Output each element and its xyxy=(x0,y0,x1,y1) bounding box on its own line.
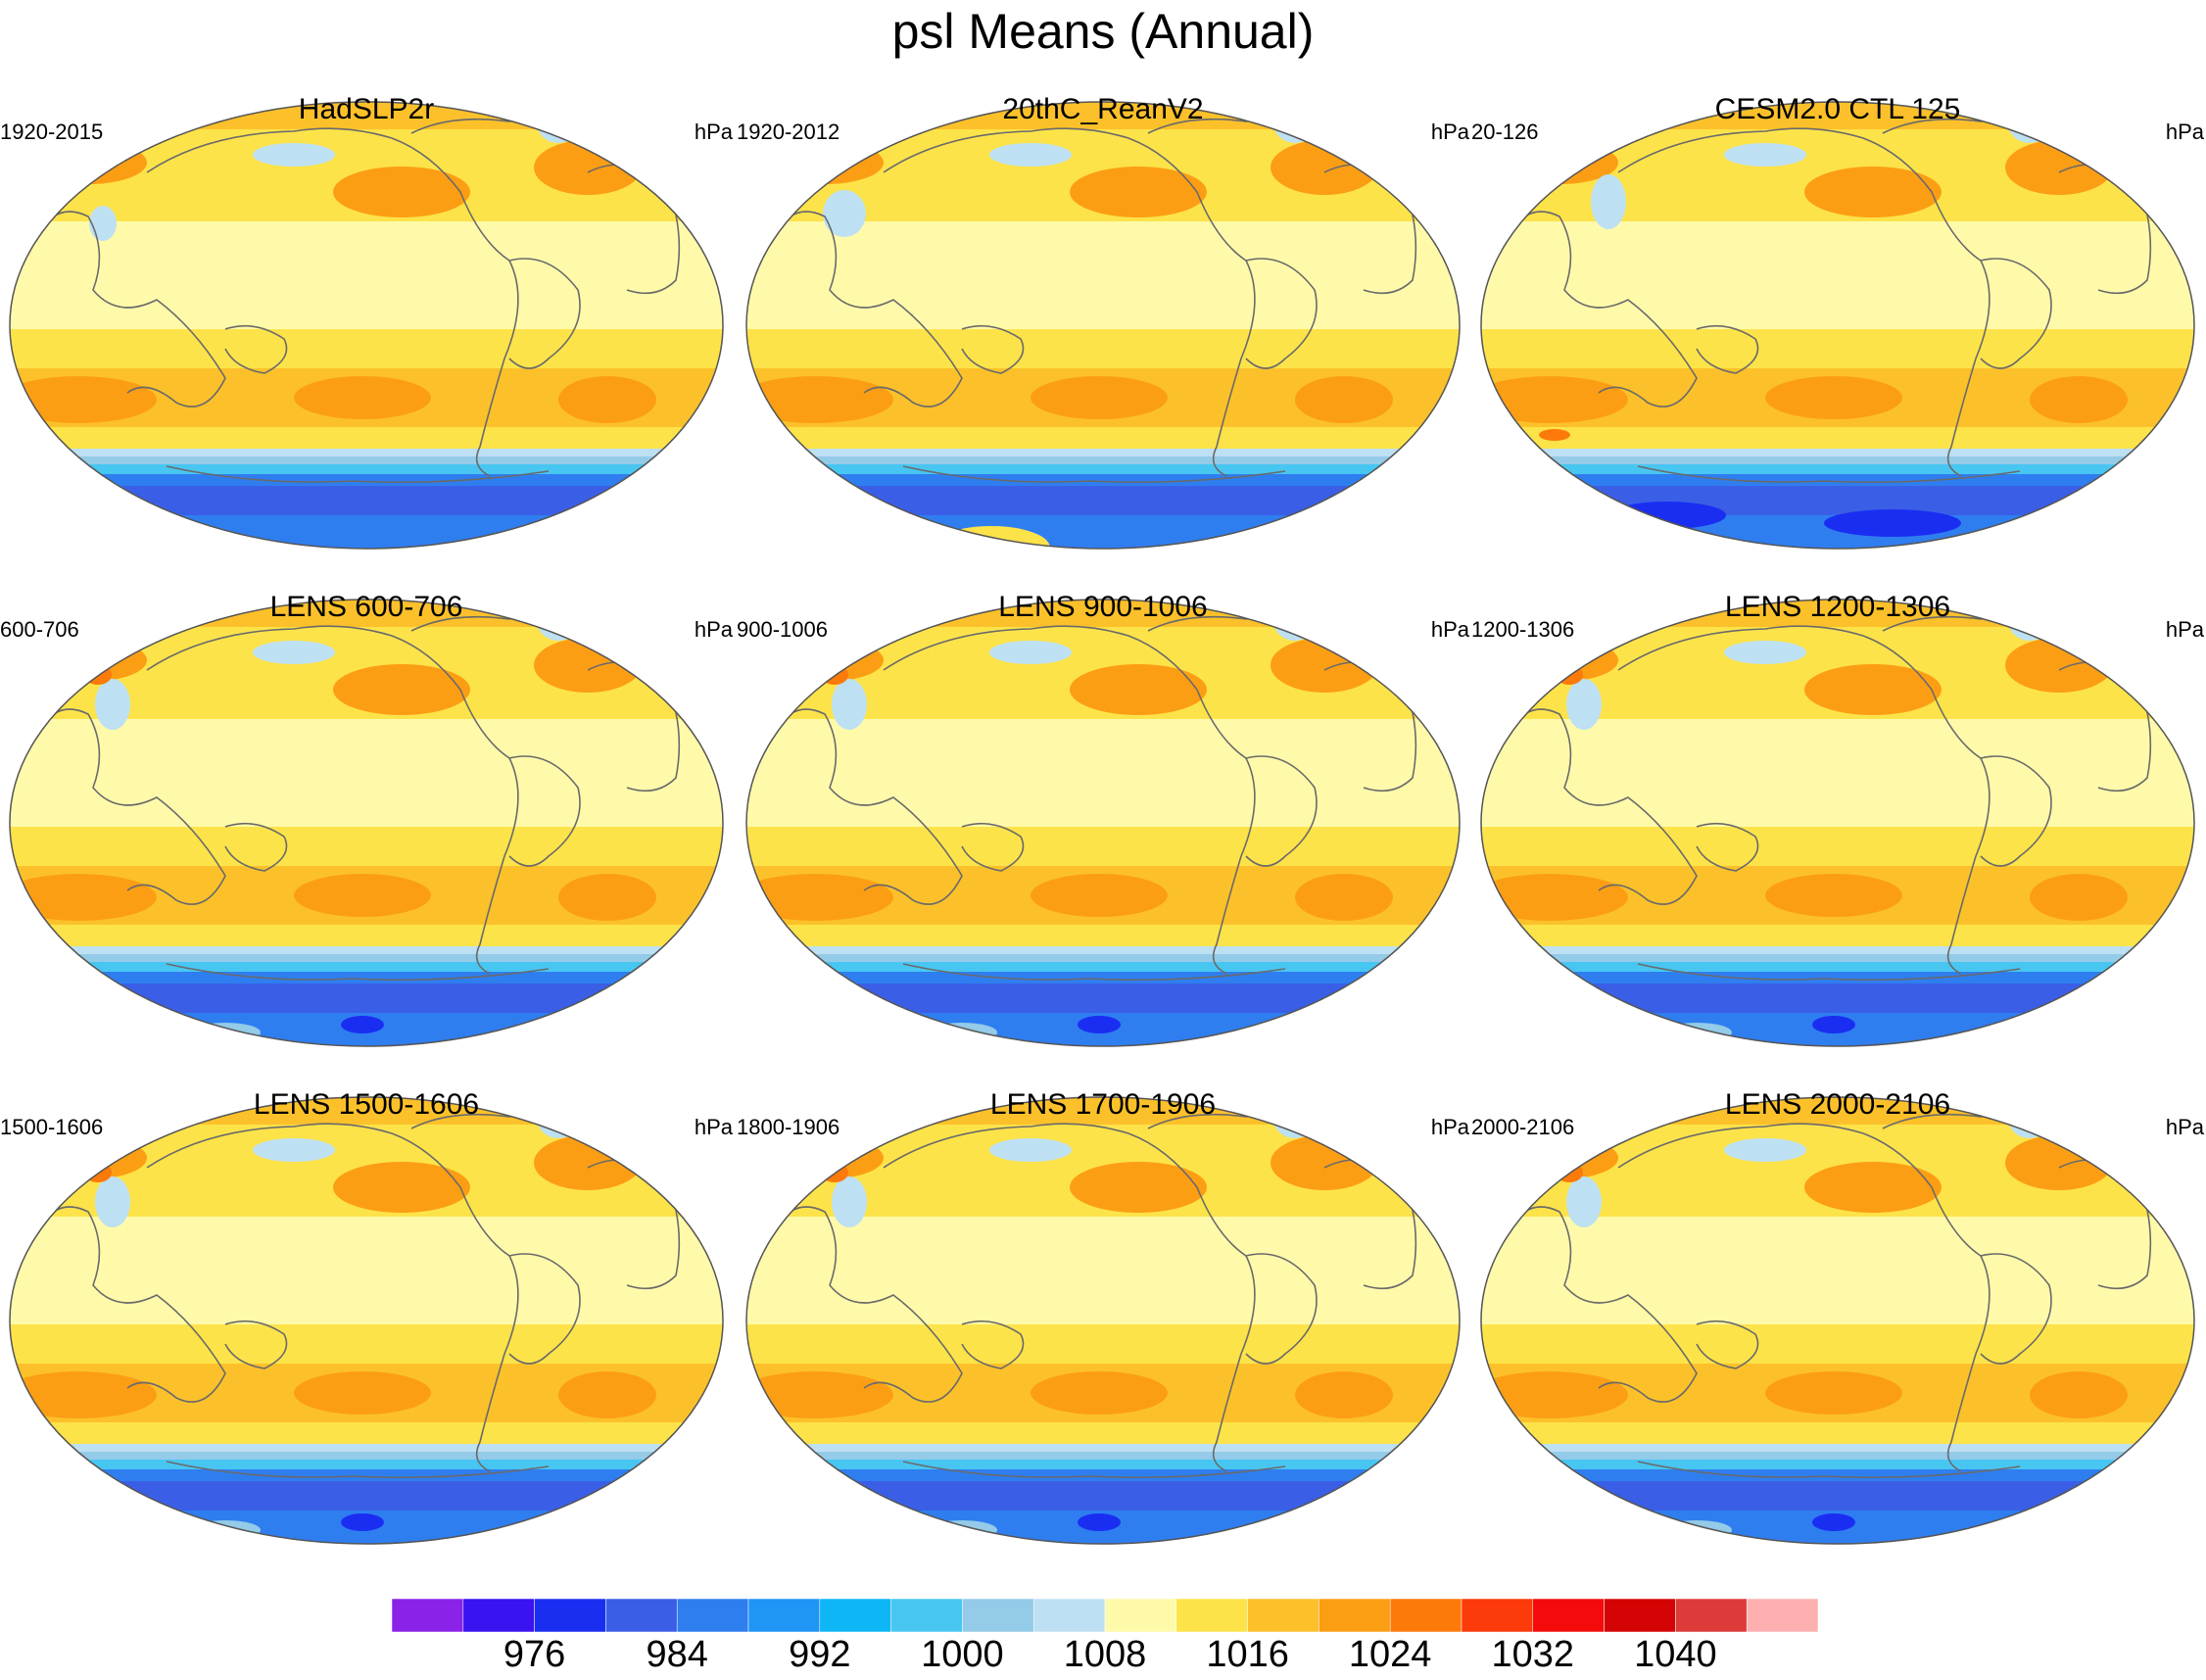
colorbar-swatch xyxy=(890,1599,963,1632)
colorbar xyxy=(392,1599,1819,1632)
panel-units: hPa xyxy=(1430,617,1469,642)
map-panel: LENS 1200-1306 1200-1306 hPa xyxy=(1471,590,2204,1080)
colorbar-swatch xyxy=(534,1599,606,1632)
panel-units: hPa xyxy=(2165,120,2204,144)
panel-units: hPa xyxy=(2165,1115,2204,1139)
world-map xyxy=(745,101,1461,550)
world-map xyxy=(9,1096,724,1545)
panel-title: LENS 2000-2106 xyxy=(1724,1088,1951,1121)
panel-title: LENS 1500-1606 xyxy=(253,1088,480,1121)
map-panel: LENS 600-706 600-706 hPa xyxy=(0,590,733,1080)
colorbar-swatch xyxy=(1104,1599,1177,1632)
world-map xyxy=(745,1096,1461,1545)
panel-units: hPa xyxy=(694,617,733,642)
world-map xyxy=(1480,1096,2195,1545)
colorbar-swatch xyxy=(1461,1599,1534,1632)
colorbar-tick-label: 1032 xyxy=(1491,1634,1575,1675)
colorbar-swatch xyxy=(1532,1599,1605,1632)
panel-title: 20thC_ReanV2 xyxy=(1002,93,1204,125)
panel-period: 1500-1606 xyxy=(0,1115,104,1139)
panel-period: 900-1006 xyxy=(737,617,828,642)
colorbar-swatch xyxy=(1604,1599,1676,1632)
panel-units: hPa xyxy=(1430,1115,1469,1139)
panel-title: LENS 1700-1906 xyxy=(989,1088,1217,1121)
colorbar-swatch xyxy=(1746,1599,1819,1632)
colorbar-tick-label: 1016 xyxy=(1206,1634,1289,1675)
panel-units: hPa xyxy=(694,1115,733,1139)
figure-title: psl Means (Annual) xyxy=(891,4,1315,59)
world-map xyxy=(9,599,724,1047)
panel-period: 1800-1906 xyxy=(737,1115,840,1139)
colorbar-swatch xyxy=(819,1599,891,1632)
panel-title: LENS 900-1006 xyxy=(998,591,1208,623)
colorbar-tick-label: 976 xyxy=(503,1634,566,1675)
colorbar-tick-label: 984 xyxy=(646,1634,708,1675)
colorbar-swatch xyxy=(1175,1599,1248,1632)
colorbar-swatch xyxy=(392,1599,464,1632)
map-panel: LENS 2000-2106 2000-2106 hPa xyxy=(1471,1087,2204,1577)
colorbar-swatch xyxy=(605,1599,678,1632)
colorbar-tick-label: 1040 xyxy=(1634,1634,1717,1675)
panel-period: 1920-2012 xyxy=(737,120,840,144)
colorbar-tick-label: 1000 xyxy=(921,1634,1004,1675)
map-panel: 20thC_ReanV2 1920-2012 hPa xyxy=(737,92,1469,582)
panel-units: hPa xyxy=(1430,120,1469,144)
panel-title: HadSLP2r xyxy=(298,93,435,125)
panel-period: 1200-1306 xyxy=(1471,617,1575,642)
world-map xyxy=(1480,101,2195,550)
map-panel: CESM2.0 CTL 125 20-126 hPa xyxy=(1471,92,2204,582)
colorbar-swatch xyxy=(462,1599,535,1632)
colorbar-tick-label: 1008 xyxy=(1063,1634,1147,1675)
colorbar-swatch xyxy=(1032,1599,1106,1632)
panel-period: 1920-2015 xyxy=(0,120,104,144)
world-map xyxy=(9,101,724,550)
panel-units: hPa xyxy=(694,120,733,144)
map-panel: LENS 900-1006 900-1006 hPa xyxy=(737,590,1469,1080)
map-panel: HadSLP2r 1920-2015 hPa xyxy=(0,92,733,582)
world-map xyxy=(745,599,1461,1047)
colorbar-swatch xyxy=(676,1599,749,1632)
panel-title: CESM2.0 CTL 125 xyxy=(1714,93,1961,125)
panel-period: 600-706 xyxy=(0,617,79,642)
panel-period: 20-126 xyxy=(1471,120,1539,144)
map-panel: LENS 1500-1606 1500-1606 hPa xyxy=(0,1087,733,1577)
colorbar-tick-label: 1024 xyxy=(1348,1634,1432,1675)
panel-title: LENS 1200-1306 xyxy=(1724,591,1951,623)
map-panel: LENS 1700-1906 1800-1906 hPa xyxy=(737,1087,1469,1577)
colorbar-swatch xyxy=(1247,1599,1319,1632)
colorbar-swatch xyxy=(1389,1599,1463,1632)
panel-period: 2000-2106 xyxy=(1471,1115,1575,1139)
colorbar-tick-label: 992 xyxy=(789,1634,851,1675)
panel-units: hPa xyxy=(2165,617,2204,642)
colorbar-labels: 976 984 992 1000 1008 1016 1024 1032 1040 xyxy=(392,1634,1818,1677)
world-map xyxy=(1480,599,2195,1047)
colorbar-swatch xyxy=(747,1599,821,1632)
colorbar-swatch xyxy=(962,1599,1034,1632)
panel-title: LENS 600-706 xyxy=(269,591,463,623)
colorbar-swatch xyxy=(1319,1599,1391,1632)
colorbar-swatch xyxy=(1675,1599,1748,1632)
